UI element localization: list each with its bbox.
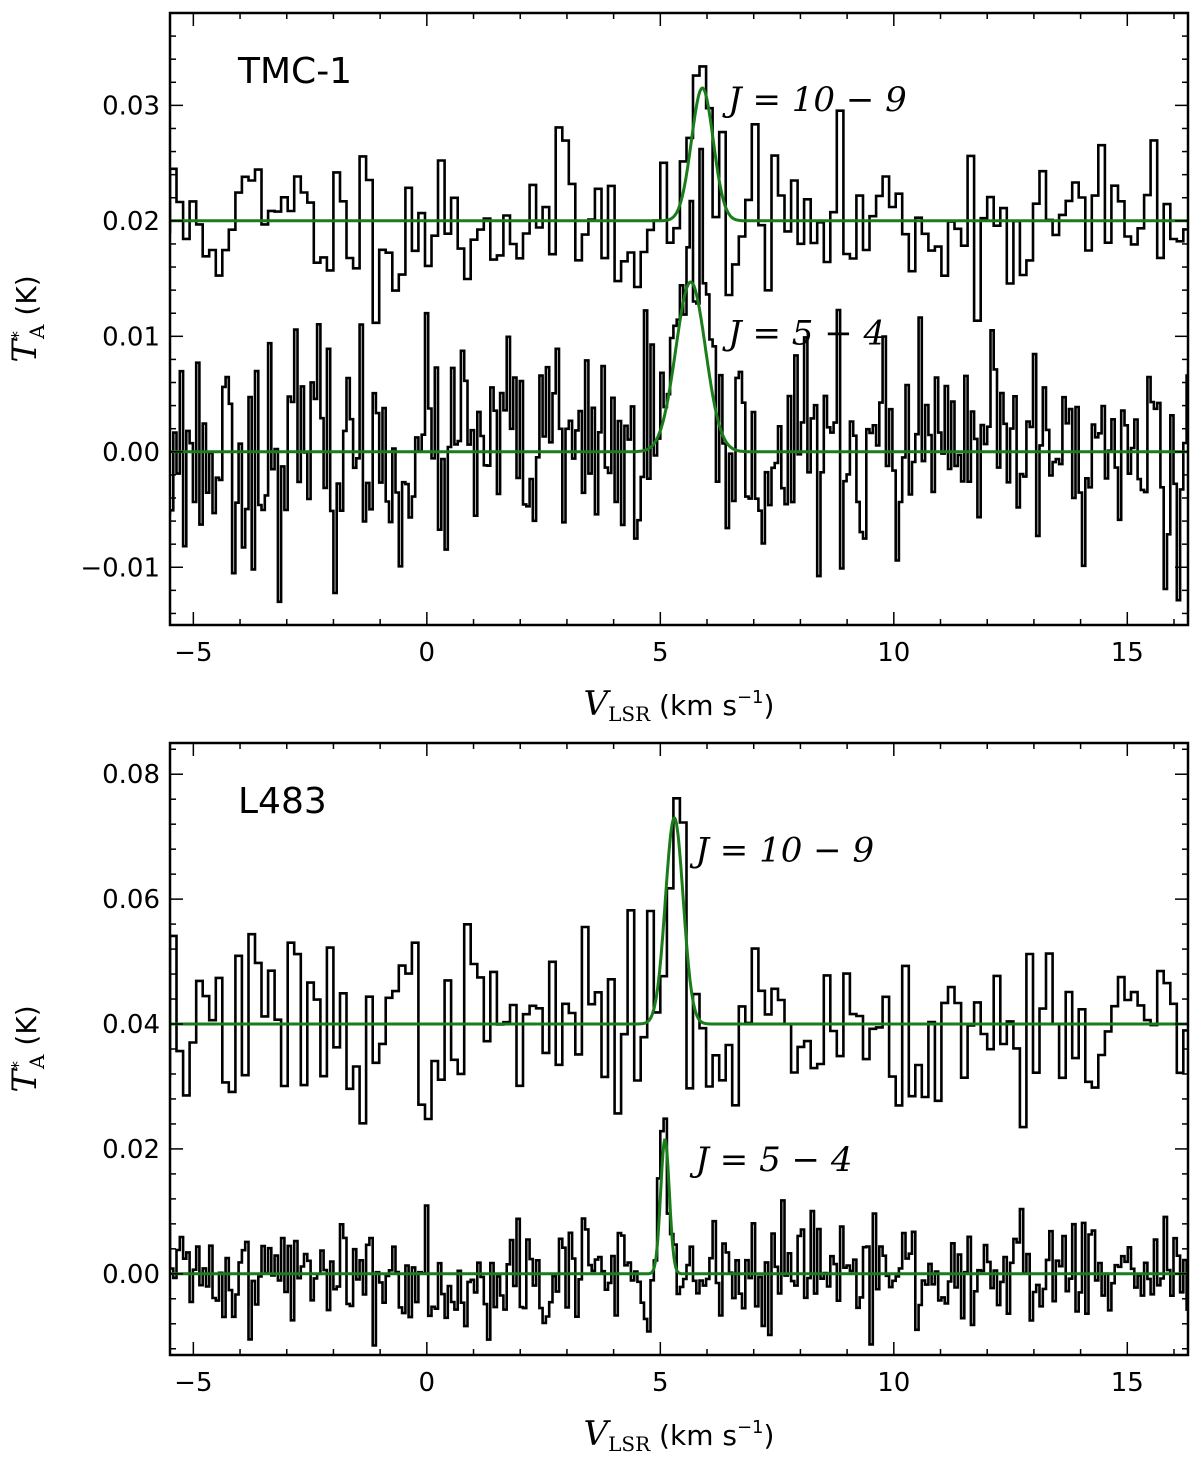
plot-area (170, 797, 1188, 1347)
x-axis-label: VLSR (km s−1) (584, 684, 775, 726)
y-axis-label: T*A (K) (5, 275, 49, 362)
gaussian-fit-j10-9 (170, 86, 1188, 223)
x-tick-label: 15 (1111, 638, 1144, 668)
axes-frame (168, 11, 1190, 627)
plot-area (170, 65, 1188, 604)
panel-tmc1: −5 0 5 10 15 −0.01 0.00 0.01 0.02 0.03 TMC-1 J = 10… (5, 11, 1190, 726)
x-tick-label: −5 (174, 638, 212, 668)
gaussian-fit-j10-9 (170, 816, 1188, 1026)
gaussian-fit-j5-4 (170, 280, 1188, 454)
x-tick-label: 5 (652, 1368, 669, 1398)
x-tick-label: 15 (1111, 1368, 1144, 1398)
y-tick-label: 0.03 (102, 91, 160, 121)
x-tick-label: 0 (419, 1368, 436, 1398)
transition-label: J = 5 − 4 (722, 313, 885, 353)
transition-label: J = 5 − 4 (689, 1140, 852, 1180)
spectrum-j10-9 (170, 797, 1188, 1129)
y-tick-label: 0.00 (102, 1260, 160, 1290)
x-tick-label: 10 (877, 1368, 910, 1398)
y-tick-label: −0.01 (80, 553, 160, 583)
y-tick-label: 0.01 (102, 322, 160, 352)
y-tick-label: 0.00 (102, 438, 160, 468)
y-tick-label: 0.08 (102, 760, 160, 790)
transition-label: J = 10 − 9 (722, 80, 907, 120)
y-axis-label: T*A (K) (5, 1005, 49, 1092)
y-tick-label: 0.02 (102, 1135, 160, 1165)
spectrum-j5-4 (170, 1117, 1188, 1347)
panel-title: L483 (238, 781, 327, 822)
x-tick-label: 0 (419, 638, 436, 668)
y-tick-label: 0.02 (102, 207, 160, 237)
x-axis-label: VLSR (km s−1) (584, 1414, 775, 1456)
spectrum-j10-9 (170, 65, 1188, 325)
panel-title: TMC-1 (237, 51, 352, 92)
spectrum-j5-4 (170, 147, 1188, 604)
gaussian-fit-j5-4 (170, 1138, 1188, 1276)
panel-l483: −5 0 5 10 15 0.00 0.02 0.04 0.06 0.08 L483 J = 10 −… (5, 741, 1190, 1456)
x-tick-label: 5 (652, 638, 669, 668)
y-tick-label: 0.04 (102, 1010, 160, 1040)
transition-label: J = 10 − 9 (689, 831, 874, 871)
y-tick-label: 0.06 (102, 885, 160, 915)
x-tick-label: 10 (877, 638, 910, 668)
x-tick-label: −5 (174, 1368, 212, 1398)
